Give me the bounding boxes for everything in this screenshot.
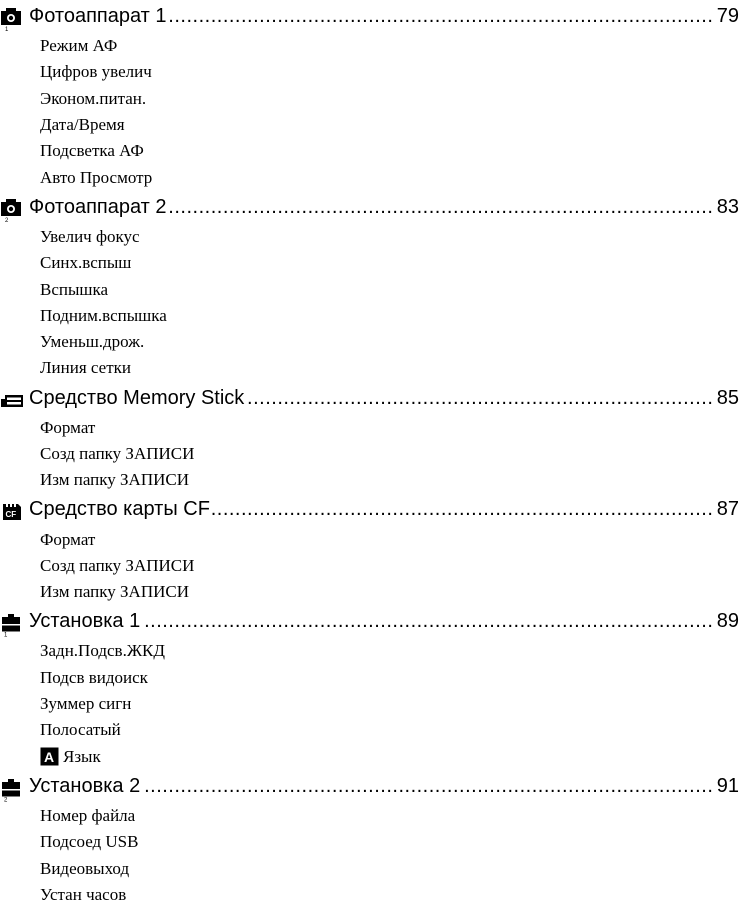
- dot-leader: ........................................…: [29, 774, 739, 797]
- page-number: 87: [714, 497, 739, 522]
- camera-icon: 1: [0, 6, 24, 32]
- menu-item: Эконом.питан.: [40, 88, 147, 108]
- menu-item: Устан часов: [40, 884, 127, 904]
- menu-item: Созд папку ЗАПИСИ: [40, 555, 195, 575]
- menu-item: Синх.вспыш: [40, 253, 132, 273]
- page-number: 89: [714, 609, 739, 634]
- section-heading[interactable]: ........................................…: [0, 382, 748, 415]
- menu-item: Формат: [40, 417, 96, 437]
- section-heading[interactable]: 1 ......................................…: [0, 605, 748, 638]
- menu-item: Зуммер сигн: [40, 694, 132, 714]
- menu-item: Вспышка: [40, 279, 109, 299]
- camera-subscript: 2: [5, 218, 9, 223]
- memory-stick-icon: [0, 388, 24, 414]
- section-heading[interactable]: CF .....................................…: [0, 493, 748, 526]
- section-title: Фотоаппарат 1: [29, 4, 169, 28]
- cf-label: CF: [6, 510, 17, 519]
- section-title: Средство Memory Stick: [29, 385, 247, 410]
- section-camera-1: 1 ......................................…: [0, 0, 748, 191]
- section-camera-2: 2 ......................................…: [0, 191, 748, 382]
- menu-item: Подсветка АФ: [40, 141, 144, 161]
- setup-subscript: 2: [4, 797, 8, 802]
- menu-item-label: Язык: [63, 746, 101, 766]
- page-number: 83: [714, 194, 739, 219]
- menu-item: Дата/Время: [40, 115, 125, 135]
- svg-text:A: A: [44, 749, 54, 765]
- menu-item: Цифров увелич: [40, 62, 152, 82]
- menu-item: Подсв видоиск: [40, 667, 148, 687]
- page-number: 91: [714, 773, 739, 798]
- section-title: Фотоаппарат 2: [29, 194, 169, 219]
- camera-icon: 2: [0, 197, 24, 223]
- section-setup-1: 1 ......................................…: [0, 605, 748, 769]
- page-number: 85: [714, 385, 739, 410]
- setup-toolbox-icon: 1: [0, 611, 24, 637]
- menu-item: Авто Просмотр: [40, 167, 153, 187]
- menu-item: Номер файла: [40, 805, 136, 825]
- section-title: Установка 1: [29, 609, 143, 634]
- section-setup-2: 2 ......................................…: [0, 770, 748, 908]
- camera-subscript: 1: [5, 27, 9, 32]
- menu-item: Режим АФ: [40, 36, 118, 56]
- menu-item: Увелич фокус: [40, 226, 140, 246]
- cf-card-icon: CF: [0, 499, 24, 525]
- section-heading[interactable]: 2 ......................................…: [0, 770, 748, 803]
- menu-item: Подсоед USB: [40, 832, 139, 852]
- menu-item: Созд папку ЗАПИСИ: [40, 444, 195, 463]
- menu-item: Формат: [40, 529, 96, 549]
- dot-leader: ........................................…: [29, 5, 739, 27]
- dot-leader: ........................................…: [29, 610, 739, 633]
- menu-item: Видеовыход: [40, 858, 130, 878]
- section-cf-card: CF .....................................…: [0, 493, 748, 605]
- menu-item: Полосатый: [40, 720, 121, 740]
- section-heading[interactable]: 1 ......................................…: [0, 0, 748, 33]
- menu-item: Изм папку ЗАПИСИ: [40, 470, 190, 490]
- menu-item: Изм папку ЗАПИСИ: [40, 582, 190, 602]
- section-title: Средство карты CF: [29, 497, 212, 522]
- menu-item: Уменьш.дрож.: [40, 332, 145, 352]
- section-title: Установка 2: [29, 773, 143, 798]
- setup-subscript: 1: [4, 633, 8, 638]
- menu-item: Линия сетки: [40, 358, 131, 378]
- menu-item-language: A Язык: [0, 744, 748, 770]
- page-number: 79: [714, 4, 739, 28]
- section-heading[interactable]: 2 ......................................…: [0, 191, 748, 224]
- dot-leader: ........................................…: [29, 195, 739, 218]
- setup-toolbox-icon: 2: [0, 776, 24, 802]
- language-icon: A: [40, 747, 59, 766]
- menu-item: Задн.Подсв.ЖКД: [40, 641, 165, 661]
- menu-item: Подним.вспышка: [40, 305, 167, 325]
- section-memory-stick: ........................................…: [0, 382, 748, 494]
